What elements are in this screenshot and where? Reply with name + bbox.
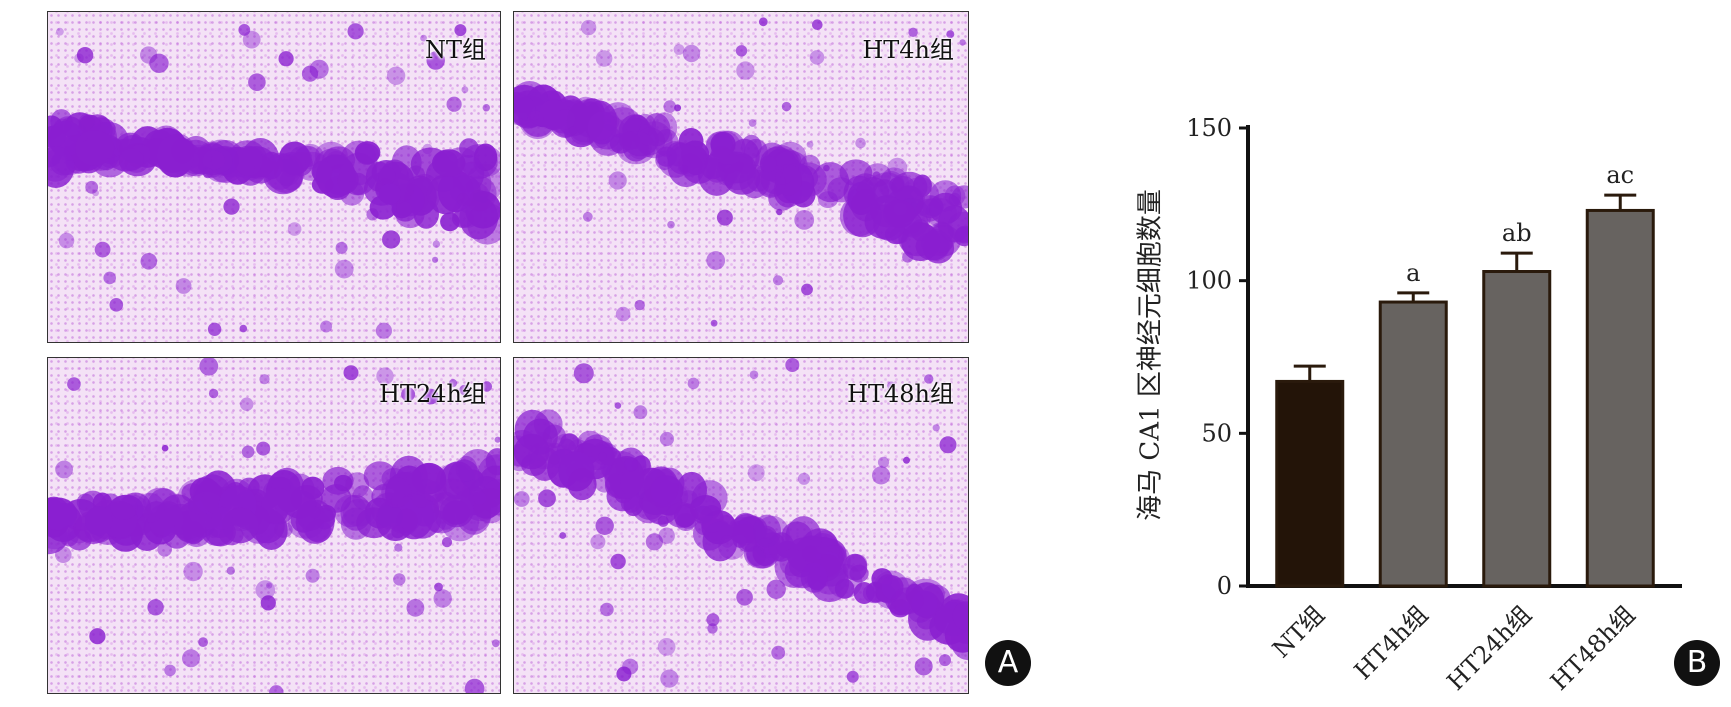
micrograph-ht24h: HT24h组 xyxy=(47,357,501,694)
panel-label-nt: NT组 xyxy=(424,36,486,64)
x-tick-label: NT组 xyxy=(1267,600,1330,663)
micrograph-ht4h: HT4h组 xyxy=(513,11,969,343)
significance-label: ac xyxy=(1606,161,1634,189)
x-tick-label: HT48h组 xyxy=(1545,600,1640,695)
neuron-count-bar-chart: 0 50 100 150 NT组 a HT4h组 ab HT24h组 ac HT48h组 xyxy=(1186,114,1682,696)
x-tick-label: HT4h组 xyxy=(1349,600,1434,685)
bar-2 xyxy=(1482,270,1552,588)
x-tick-label: HT24h组 xyxy=(1442,600,1537,695)
significance-label: ab xyxy=(1502,219,1532,247)
nissl-stain-image xyxy=(514,358,968,688)
micrograph-ht48h: HT48h组 xyxy=(513,357,969,694)
panel-label-ht48h: HT48h组 xyxy=(847,380,954,408)
panel-label-ht4h: HT4h组 xyxy=(862,36,954,64)
y-tick-label: 150 xyxy=(1186,114,1232,142)
nissl-stain-image xyxy=(48,358,500,693)
nissl-stain-image xyxy=(48,23,500,339)
y-tick-label: 100 xyxy=(1186,267,1232,295)
bar-0 xyxy=(1275,379,1345,588)
panel-label-ht24h: HT24h组 xyxy=(379,380,486,408)
y-tick-label: 50 xyxy=(1201,419,1232,447)
y-tick-label: 0 xyxy=(1217,572,1232,600)
bar-1 xyxy=(1378,300,1448,588)
panel-letter-b: B xyxy=(1674,640,1720,686)
micrograph-nt: NT组 xyxy=(47,11,501,343)
significance-label: a xyxy=(1406,259,1420,287)
nissl-stain-image xyxy=(514,17,968,327)
y-axis-label: 海马 CA1 区神经元细胞数量 xyxy=(1135,189,1166,521)
bar-3 xyxy=(1585,208,1655,588)
panel-letter-a: A xyxy=(985,640,1031,686)
